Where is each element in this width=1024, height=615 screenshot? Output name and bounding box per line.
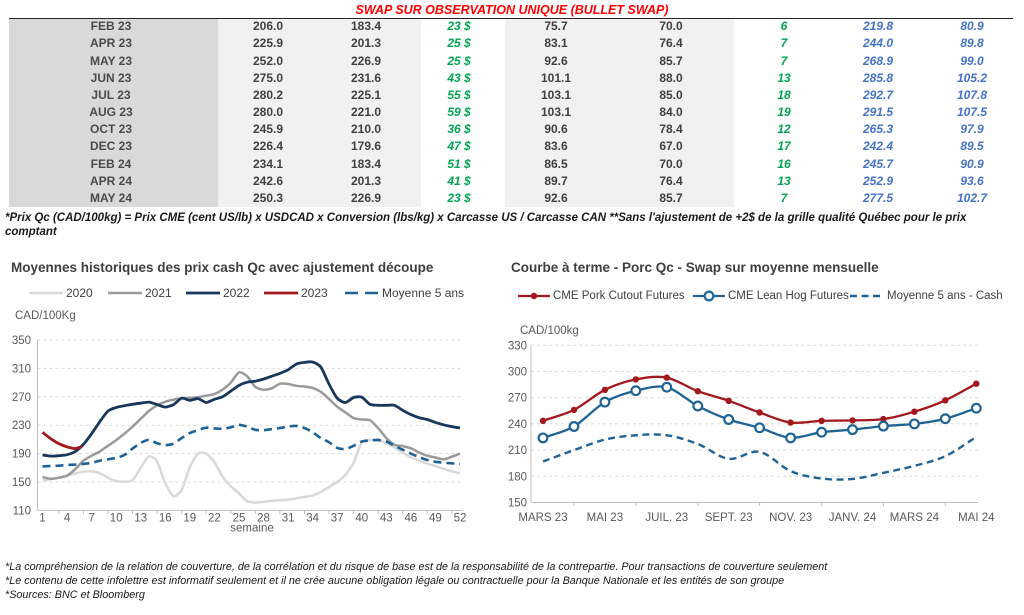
svg-text:7: 7 [88,513,94,525]
svg-text:300: 300 [508,367,527,379]
svg-text:MAI 24: MAI 24 [958,512,995,524]
svg-text:180: 180 [508,471,527,483]
svg-text:NOV. 23: NOV. 23 [769,512,812,524]
svg-text:210: 210 [508,445,527,457]
svg-text:49: 49 [429,513,442,525]
svg-text:150: 150 [12,477,31,489]
svg-text:310: 310 [12,363,31,375]
svg-text:JUIL. 23: JUIL. 23 [645,512,688,524]
svg-text:270: 270 [508,393,527,405]
svg-text:semaine: semaine [230,523,273,535]
svg-text:230: 230 [12,420,31,432]
svg-text:28: 28 [257,513,270,525]
svg-text:34: 34 [306,513,319,525]
svg-text:MARS 23: MARS 23 [518,512,567,524]
svg-text:270: 270 [12,392,31,404]
svg-text:10: 10 [110,513,123,525]
svg-text:43: 43 [380,513,393,525]
svg-text:13: 13 [134,513,147,525]
svg-text:22: 22 [208,513,221,525]
svg-text:110: 110 [13,505,31,517]
svg-text:JANV. 24: JANV. 24 [829,512,877,524]
svg-text:MAI 23: MAI 23 [587,512,623,524]
svg-text:SEPT. 23: SEPT. 23 [705,512,753,524]
svg-text:240: 240 [508,419,527,431]
svg-text:37: 37 [331,513,344,525]
svg-text:330: 330 [508,340,527,352]
svg-text:31: 31 [282,513,295,525]
svg-text:40: 40 [355,513,368,525]
svg-text:350: 350 [12,335,31,347]
svg-text:46: 46 [405,513,418,525]
svg-text:4: 4 [64,513,71,525]
svg-text:MARS 24: MARS 24 [890,512,940,524]
svg-text:25: 25 [233,513,246,525]
svg-text:52: 52 [454,513,467,525]
svg-text:19: 19 [183,513,196,525]
svg-text:1: 1 [39,513,45,525]
svg-text:190: 190 [12,449,31,461]
svg-text:150: 150 [508,498,527,510]
svg-text:16: 16 [159,513,172,525]
